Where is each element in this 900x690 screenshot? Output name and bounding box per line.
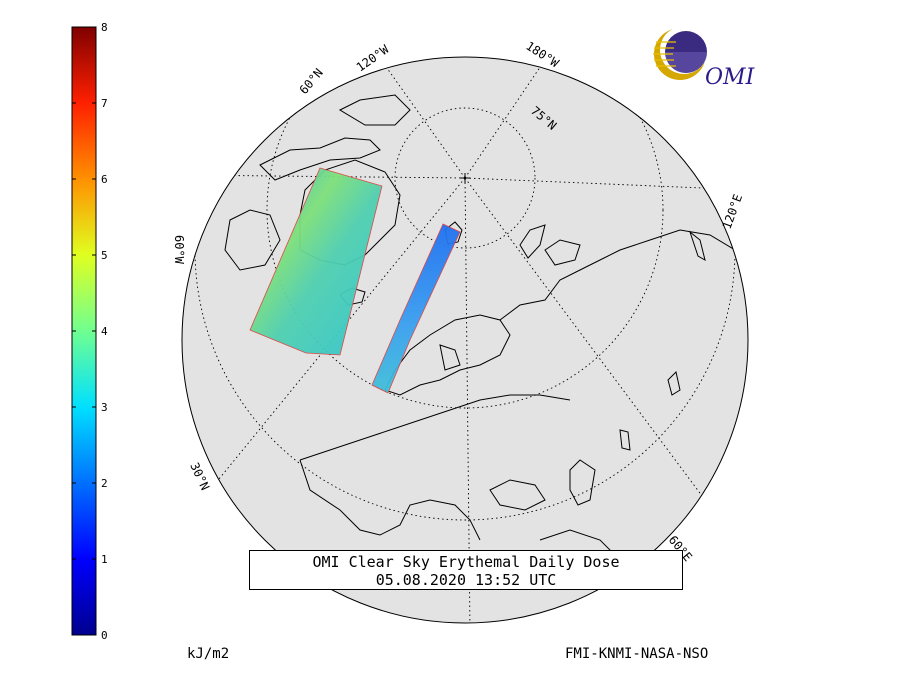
data-swaths (249, 167, 461, 394)
label-lon-120e: 120°E (720, 192, 746, 231)
globe-disk (181, 56, 749, 624)
label-lat-60n: 60°N (297, 66, 326, 97)
swath-west (249, 167, 383, 356)
map-title-box: OMI Clear Sky Erythemal Daily Dose 05.08… (249, 550, 683, 590)
map-timestamp: 05.08.2020 13:52 UTC (375, 571, 557, 589)
colorbar-tick-label: 4 (101, 325, 108, 338)
swath-east (371, 223, 461, 394)
pole-marker (460, 173, 470, 183)
omi-logo: OMI (653, 26, 756, 90)
colorbar-tick-label: 2 (101, 477, 108, 490)
colorbar-ticks: 0 1 2 3 4 5 6 7 8 (72, 21, 108, 642)
colorbar-unit-label: kJ/m2 (187, 646, 230, 662)
data-credit: FMI-KNMI-NASA-NSO (565, 646, 709, 662)
colorbar-tick-label: 0 (101, 629, 108, 642)
map-title: OMI Clear Sky Erythemal Daily Dose (312, 553, 620, 571)
globe: 180°W 120°W 60°N 75°N 120°E 60°W 30°N 60… (172, 39, 749, 624)
colorbar-tick-label: 1 (101, 553, 108, 566)
colorbar-tick-label: 3 (101, 401, 108, 414)
lat-circle-60 (266, 57, 664, 409)
lat-circle-75 (394, 107, 536, 249)
label-lon-60w: 60°W (172, 235, 186, 265)
colorbar-tick-label: 7 (101, 97, 108, 110)
colorbar-tick-label: 8 (101, 21, 108, 34)
colorbar-tick-label: 5 (101, 249, 108, 262)
colorbar-tick-label: 6 (101, 173, 108, 186)
label-lat-30n: 30°N (187, 460, 212, 492)
colorbar: 0 1 2 3 4 5 6 7 8 (71, 21, 108, 642)
logo-text: OMI (705, 65, 756, 90)
